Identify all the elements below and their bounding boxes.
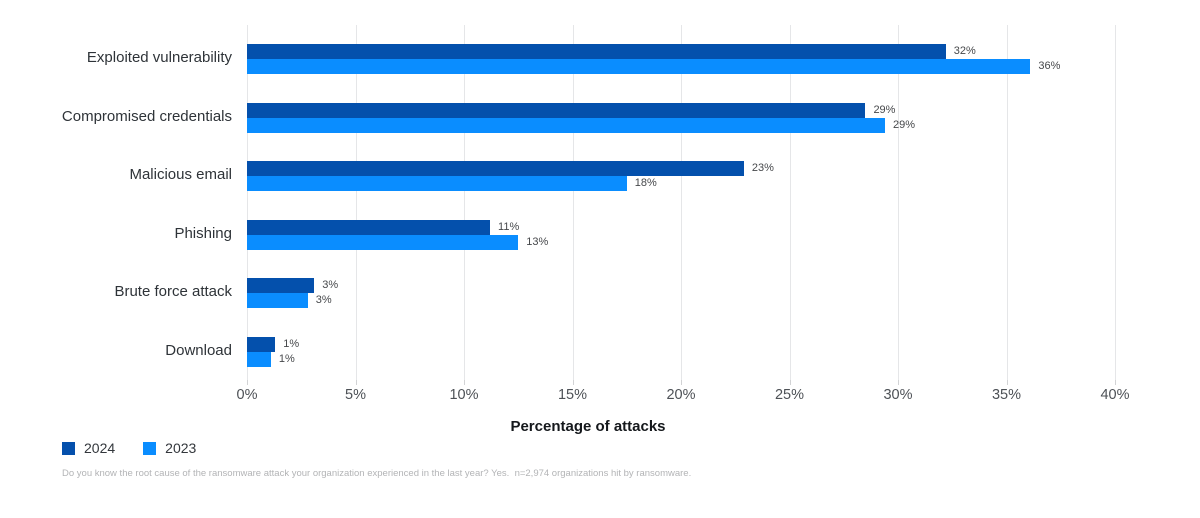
category-label: Malicious email: [129, 166, 232, 183]
legend-item-2024: 2024: [62, 440, 115, 456]
x-tick-label: 25%: [774, 387, 805, 403]
category-label: Brute force attack: [114, 283, 232, 300]
gridline: [355, 25, 357, 380]
bar-2024: [247, 336, 276, 352]
bar-2023: [247, 234, 519, 250]
gridline: [1006, 25, 1008, 380]
x-tick-label: 40%: [1100, 387, 1130, 403]
bar-value-label: 3%: [322, 279, 339, 291]
category-label: Compromised credentials: [61, 107, 232, 125]
category-label: Exploited vulnerability: [86, 49, 232, 66]
axis-tick: [247, 380, 248, 385]
axis-tick: [681, 380, 682, 385]
bar-value-label: 13%: [526, 235, 549, 248]
gridline: [681, 25, 682, 380]
legend-swatch-2023: [143, 441, 157, 455]
x-tick-label: 30%: [883, 387, 913, 403]
bar-2024: [247, 278, 315, 293]
bar-2024: [247, 102, 866, 118]
gridline: [572, 25, 574, 380]
bar-2023: [247, 59, 1031, 74]
axis-tick: [1006, 380, 1008, 385]
bar-value-label: 18%: [634, 177, 657, 189]
legend: 2024 2023: [62, 440, 196, 456]
category-label: Phishing: [174, 224, 232, 242]
axis-tick: [355, 380, 357, 385]
bar-value-label: 23%: [751, 162, 774, 174]
gridline: [1115, 25, 1116, 380]
bar-value-label: 1%: [283, 337, 300, 350]
bar-2023: [247, 351, 271, 367]
x-tick-label: 15%: [557, 387, 588, 403]
bar-2024: [247, 219, 491, 235]
axis-tick: [1115, 380, 1116, 385]
bar-2023: [247, 293, 308, 308]
bar-value-label: 32%: [953, 45, 976, 57]
bar-value-label: 11%: [498, 220, 520, 233]
axis-tick: [789, 380, 791, 385]
legend-label-2024: 2024: [84, 440, 116, 456]
bar-value-label: 36%: [1038, 60, 1061, 72]
gridline: [247, 25, 248, 380]
bar-2023: [247, 117, 885, 133]
bar-value-label: 3%: [315, 294, 332, 306]
x-tick-label: 20%: [666, 387, 696, 403]
legend-label-2023: 2023: [165, 440, 197, 456]
x-tick-label: 5%: [345, 387, 366, 403]
legend-swatch-2024: [62, 441, 75, 455]
x-axis-title: Percentage of attacks: [510, 418, 666, 435]
legend-item-2023: 2023: [143, 440, 196, 456]
bar-2023: [247, 176, 627, 191]
x-tick-label: 10%: [449, 387, 479, 403]
axis-tick: [464, 380, 465, 385]
x-tick-label: 0%: [236, 387, 258, 403]
gridline: [789, 25, 791, 380]
bar-value-label: 29%: [892, 118, 915, 131]
footnote-text: Do you know the root cause of the ransom…: [62, 468, 692, 479]
axis-tick: [572, 380, 574, 385]
axis-tick: [898, 380, 899, 385]
category-label: Download: [165, 341, 232, 359]
bar-value-label: 1%: [278, 352, 295, 365]
gridline: [464, 25, 465, 380]
bar-2024: [247, 161, 744, 176]
x-tick-label: 35%: [991, 387, 1022, 403]
bar-2024: [247, 44, 946, 59]
bar-value-label: 29%: [873, 103, 896, 116]
gridline: [898, 25, 899, 380]
